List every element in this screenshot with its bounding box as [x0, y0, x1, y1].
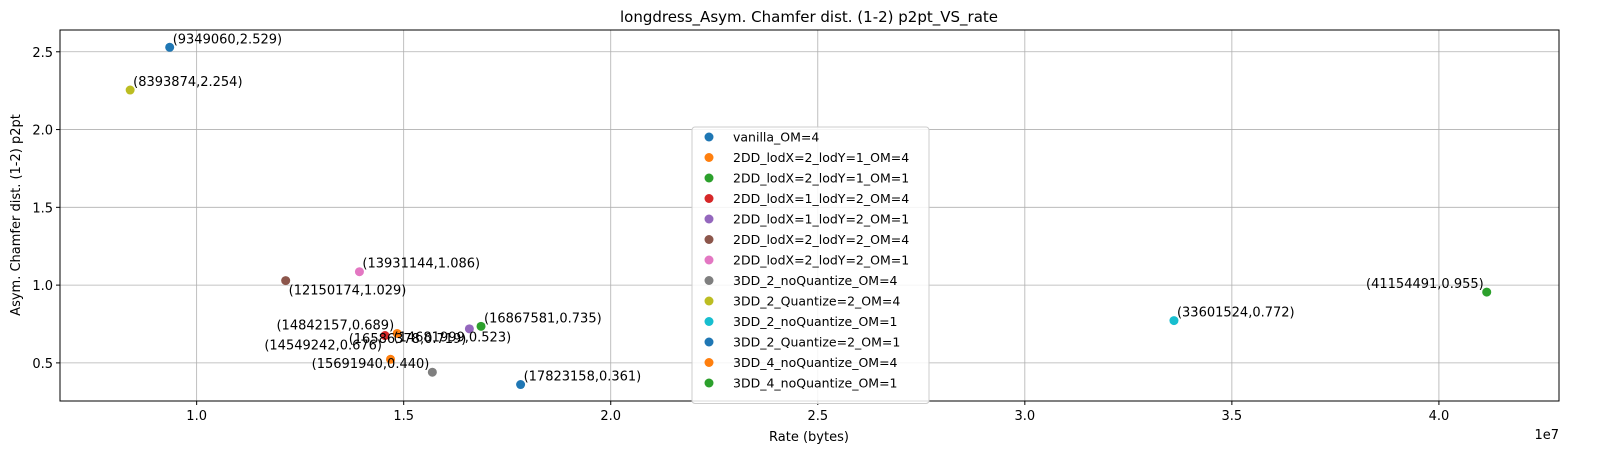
legend-entry: 2DD_lodX=2_lodY=1_OM=1 — [733, 171, 909, 186]
point-label: (14549242,0.676) — [264, 339, 382, 354]
data-point — [1482, 287, 1492, 297]
point-label: (41154491,0.955) — [1366, 277, 1484, 292]
data-point — [464, 324, 474, 334]
legend-marker — [704, 358, 714, 367]
data-point — [354, 267, 364, 277]
chart-title: longdress_Asym. Chamfer dist. (1-2) p2pt… — [620, 8, 998, 27]
x-tick-label: 4.0 — [1429, 409, 1450, 424]
legend-marker — [704, 132, 714, 142]
legend-entry: vanilla_OM=4 — [733, 130, 819, 145]
legend-marker — [704, 255, 714, 265]
legend-entry: 2DD_lodX=1_lodY=2_OM=1 — [733, 212, 909, 227]
point-label: (12150174,1.029) — [289, 284, 407, 299]
legend-entry: 3DD_2_Quantize=2_OM=1 — [733, 335, 900, 350]
point-label: (16586378,0.719) — [349, 332, 467, 347]
legend-entry: 2DD_lodX=2_lodY=2_OM=1 — [733, 253, 909, 268]
legend-entry: 3DD_4_noQuantize_OM=4 — [733, 355, 898, 370]
x-tick-label: 1.0 — [186, 409, 207, 424]
point-label: (17823158,0.361) — [524, 370, 642, 385]
data-point — [165, 42, 175, 52]
data-point — [392, 328, 402, 338]
y-tick-label: 0.5 — [32, 357, 53, 372]
x-tick-label: 3.0 — [1014, 409, 1035, 424]
legend-marker — [704, 214, 714, 224]
legend-entry: 3DD_2_noQuantize_OM=1 — [733, 314, 898, 329]
x-tick-label: 3.5 — [1222, 409, 1243, 424]
point-label: (9349060,2.529) — [173, 32, 282, 47]
y-tick-label: 2.0 — [32, 124, 53, 139]
x-tick-label: 2.0 — [600, 409, 621, 424]
data-points — [125, 42, 1492, 390]
data-point — [125, 85, 135, 95]
point-label: (14681999,0.523) — [394, 330, 512, 345]
legend-entry: 2DD_lodX=2_lodY=2_OM=4 — [733, 232, 909, 247]
y-tick-label: 1.0 — [32, 279, 53, 294]
legend-marker — [704, 337, 714, 347]
legend-marker — [704, 317, 714, 326]
point-label: (8393874,2.254) — [133, 75, 242, 90]
data-point — [386, 354, 396, 364]
legend-marker — [704, 153, 714, 162]
y-axis: 0.5 1.0 1.5 2.0 2.5 — [32, 46, 60, 372]
legend-entry: 3DD_2_Quantize=2_OM=4 — [733, 294, 900, 309]
legend-entry: 2DD_lodX=2_lodY=1_OM=4 — [733, 150, 909, 165]
data-point — [380, 331, 390, 341]
x-tick-label: 2.5 — [807, 409, 828, 424]
legend-marker — [704, 296, 714, 306]
legend-entry: 3DD_2_noQuantize_OM=4 — [733, 273, 898, 288]
x-axis-label: Rate (bytes) — [769, 430, 849, 445]
y-tick-label: 2.5 — [32, 46, 53, 61]
point-label: (33601524,0.772) — [1177, 306, 1295, 321]
x-axis: 1.0 1.5 2.0 2.5 3.0 3.5 4.0 — [186, 401, 1449, 424]
data-point — [516, 380, 526, 390]
data-point — [281, 276, 291, 286]
point-label: (14842157,0.689) — [276, 318, 394, 333]
legend-marker — [704, 173, 714, 183]
x-axis-offset-label: 1e7 — [1534, 428, 1559, 443]
legend-marker — [704, 235, 714, 244]
y-tick-label: 1.5 — [32, 201, 53, 216]
legend-box — [691, 126, 930, 404]
y-axis-label: Asym. Chamfer dist. (1-2) p2pt — [9, 114, 24, 316]
legend: vanilla_OM=4 2DD_lodX=2_lodY=1_OM=4 2DD_lo… — [691, 126, 930, 404]
point-label: (16867581,0.735) — [484, 311, 602, 326]
point-label: (13931144,1.086) — [362, 257, 480, 272]
point-annotations: (9349060,2.529) (14842157,0.689) (16867581… — [133, 32, 1484, 384]
point-label: (15691940,0.440) — [312, 357, 430, 372]
legend-marker — [704, 378, 714, 388]
data-point — [427, 367, 437, 377]
legend-entry: 3DD_4_noQuantize_OM=1 — [733, 376, 898, 391]
legend-entry: 2DD_lodX=1_lodY=2_OM=4 — [733, 191, 909, 206]
data-point — [476, 321, 486, 331]
data-point — [1169, 316, 1179, 326]
legend-marker — [704, 276, 714, 285]
legend-marker — [704, 194, 714, 203]
x-tick-label: 1.5 — [393, 409, 414, 424]
